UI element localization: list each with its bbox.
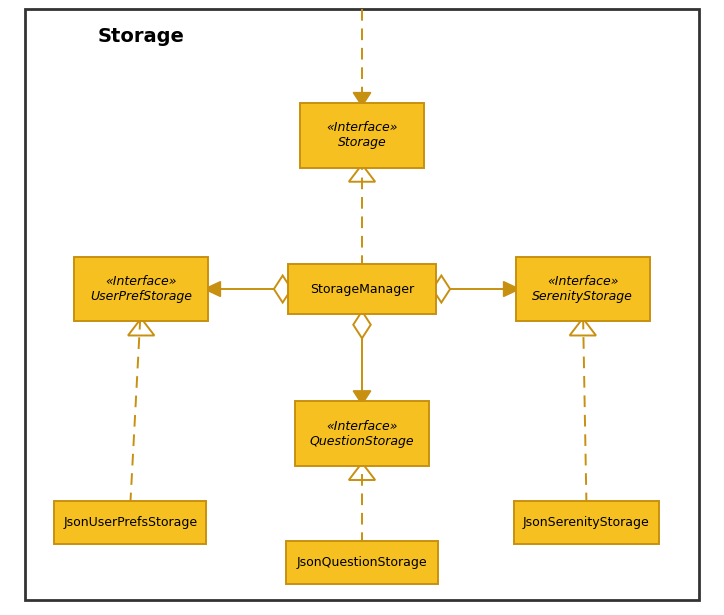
Text: JsonUserPrefsStorage: JsonUserPrefsStorage xyxy=(63,516,198,530)
Text: JsonSerenityStorage: JsonSerenityStorage xyxy=(523,516,650,530)
FancyBboxPatch shape xyxy=(286,541,438,584)
Text: «Interface»
Storage: «Interface» Storage xyxy=(327,121,397,149)
Text: «Interface»
SerenityStorage: «Interface» SerenityStorage xyxy=(532,275,634,303)
Text: Storage: Storage xyxy=(98,28,185,46)
FancyBboxPatch shape xyxy=(514,501,659,544)
FancyBboxPatch shape xyxy=(287,264,436,314)
Text: «Interface»
QuestionStorage: «Interface» QuestionStorage xyxy=(310,419,414,448)
Polygon shape xyxy=(504,282,520,296)
Polygon shape xyxy=(353,92,371,106)
FancyBboxPatch shape xyxy=(295,402,429,466)
FancyBboxPatch shape xyxy=(54,501,206,544)
Polygon shape xyxy=(204,282,220,296)
FancyBboxPatch shape xyxy=(300,103,424,167)
Polygon shape xyxy=(353,391,371,405)
FancyBboxPatch shape xyxy=(515,257,650,321)
FancyBboxPatch shape xyxy=(25,9,699,600)
Text: «Interface»
UserPrefStorage: «Interface» UserPrefStorage xyxy=(90,275,192,303)
Text: StorageManager: StorageManager xyxy=(310,282,414,296)
Text: JsonQuestionStorage: JsonQuestionStorage xyxy=(297,556,427,569)
FancyBboxPatch shape xyxy=(75,257,209,321)
